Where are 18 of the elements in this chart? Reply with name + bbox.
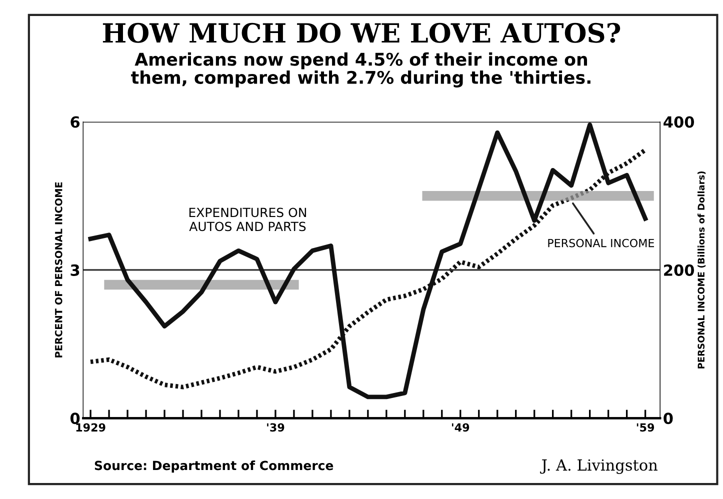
y2-axis-title: PERSONAL INCOME (Billions of Dollars) bbox=[698, 171, 706, 368]
series-label: EXPENDITURES ON AUTOS AND PARTS bbox=[189, 208, 306, 232]
y-axis-title: PERCENT OF PERSONAL INCOME bbox=[54, 182, 62, 358]
source-note: Source: Department of Commerce bbox=[94, 460, 334, 473]
y2-tick-label: 400 bbox=[664, 116, 694, 128]
series-label: PERSONAL INCOME bbox=[548, 238, 654, 248]
x-tick-label: '59 bbox=[636, 423, 654, 432]
text: J. A. Livingston bbox=[540, 459, 658, 474]
y2-tick-label: 200 bbox=[664, 264, 694, 276]
y-tick-label: 3 bbox=[70, 264, 80, 276]
x-tick-label: '49 bbox=[452, 423, 470, 432]
chart-title: HOW MUCH DO WE LOVE AUTOS? bbox=[102, 22, 620, 43]
chart-subtitle: Americans now spend 4.5% of their income on them, compared with 2.7% during the 'thirties. bbox=[131, 52, 590, 88]
y-tick-label: 0 bbox=[70, 412, 80, 424]
x-tick-label: '39 bbox=[267, 423, 284, 432]
y-tick-label: 6 bbox=[70, 116, 80, 128]
x-tick-label: 1929 bbox=[76, 423, 106, 432]
y2-tick-label: 0 bbox=[664, 412, 673, 424]
